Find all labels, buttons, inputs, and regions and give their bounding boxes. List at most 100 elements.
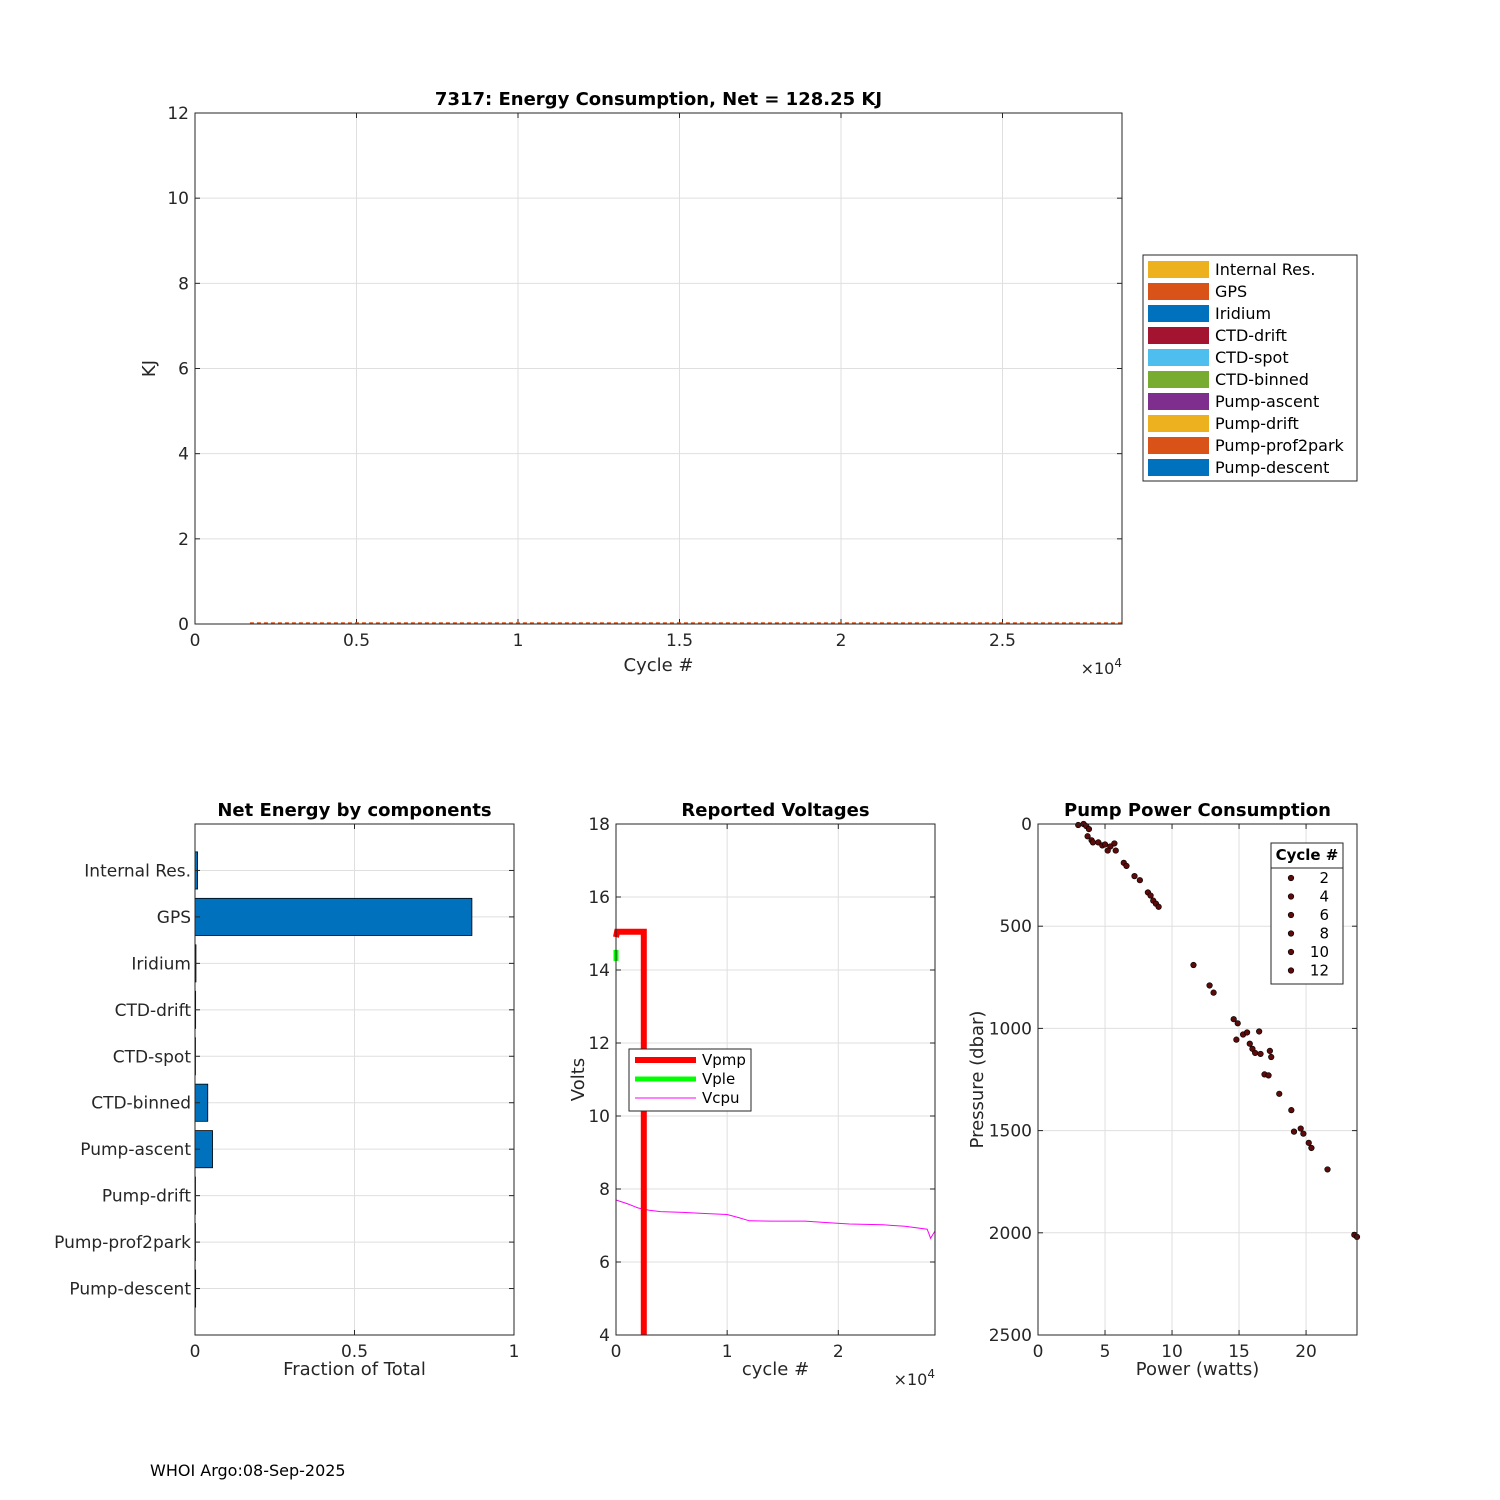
pump-y-tick-label: 0 bbox=[1021, 815, 1032, 835]
pump-point bbox=[1297, 1125, 1304, 1132]
pump-point bbox=[1095, 839, 1102, 846]
energy-legend-swatch bbox=[1148, 459, 1209, 476]
components-category-label: CTD-spot bbox=[113, 1047, 192, 1067]
pump-point bbox=[1131, 873, 1138, 880]
pump-y-tick-label: 500 bbox=[1000, 917, 1032, 937]
pump-legend-marker bbox=[1287, 874, 1295, 882]
energy-legend-label: Pump-prof2park bbox=[1215, 436, 1345, 455]
pump-point bbox=[1268, 1053, 1275, 1061]
voltages-legend-label: Vple bbox=[702, 1070, 735, 1088]
pump-axes-border bbox=[1037, 823, 1358, 1336]
pump-legend-label: 6 bbox=[1319, 906, 1329, 924]
components-category-label: Pump-prof2park bbox=[54, 1233, 191, 1253]
energy-legend-swatch bbox=[1148, 371, 1209, 388]
pump-point bbox=[1243, 1029, 1251, 1036]
voltages-axes-border bbox=[615, 823, 936, 1336]
pump-x-tick-label: 5 bbox=[1100, 1342, 1111, 1362]
pump-legend-title: Cycle # bbox=[1276, 846, 1339, 864]
components-category-label: Pump-descent bbox=[69, 1280, 191, 1300]
energy-y-tick-label: 8 bbox=[178, 274, 189, 294]
components-category-label: CTD-drift bbox=[115, 1001, 192, 1021]
pump-point bbox=[1266, 1047, 1273, 1054]
pump-legend-box bbox=[1270, 842, 1344, 985]
energy-legend-swatch bbox=[1148, 437, 1209, 454]
components-category-label: Iridium bbox=[131, 954, 191, 974]
energy-legend-swatch bbox=[1148, 327, 1209, 344]
energy-legend-swatch bbox=[1148, 283, 1209, 300]
energy-y-tick-label: 2 bbox=[178, 530, 189, 550]
energy-x-tick-label: 2.5 bbox=[989, 631, 1016, 651]
components-x-tick-label: 1 bbox=[509, 1342, 520, 1362]
energy-legend-label: Iridium bbox=[1215, 304, 1271, 323]
voltages-y-tick-label: 16 bbox=[588, 888, 610, 908]
pump-legend-label: 2 bbox=[1319, 869, 1329, 887]
voltages-y-tick-label: 6 bbox=[599, 1253, 610, 1273]
pump-legend-marker bbox=[1287, 911, 1295, 919]
energy-x-tick-label: 0.5 bbox=[343, 631, 370, 651]
pump-point bbox=[1075, 821, 1082, 829]
components-x-tick-label: 0.5 bbox=[341, 1342, 368, 1362]
energy-legend-swatch bbox=[1148, 415, 1209, 432]
pump-point bbox=[1234, 1020, 1241, 1027]
component-bar-gps bbox=[194, 897, 473, 936]
voltages-y-tick-label: 14 bbox=[588, 961, 610, 981]
energy-x-exponent: ×104 bbox=[1081, 656, 1122, 678]
pump-point bbox=[1085, 826, 1093, 833]
energy-legend-label: GPS bbox=[1215, 282, 1247, 301]
voltages-x-label: cycle # bbox=[742, 1359, 809, 1380]
voltages-y-tick-label: 12 bbox=[588, 1034, 610, 1054]
pump-point bbox=[1112, 847, 1119, 854]
energy-legend-label: CTD-drift bbox=[1215, 326, 1287, 345]
energy-legend-swatch bbox=[1148, 261, 1209, 278]
pump-point bbox=[1257, 1050, 1264, 1058]
pump-y-label: Pressure (dbar) bbox=[967, 1011, 988, 1149]
pump-point bbox=[1155, 903, 1162, 910]
voltage-line-vpmp bbox=[613, 928, 647, 1335]
energy-legend-label: Pump-ascent bbox=[1215, 392, 1319, 411]
energy-legend-label: Internal Res. bbox=[1215, 260, 1315, 279]
pump-point bbox=[1210, 989, 1217, 996]
energy-y-tick-label: 0 bbox=[178, 615, 189, 635]
energy-y-tick-label: 12 bbox=[167, 104, 189, 124]
voltages-title: Reported Voltages bbox=[681, 800, 869, 821]
pump-point bbox=[1206, 982, 1213, 989]
pump-legend-label: 12 bbox=[1310, 962, 1329, 980]
pump-legend-marker bbox=[1287, 893, 1295, 900]
voltages-x-exponent: ×104 bbox=[894, 1367, 935, 1389]
voltages-x-tick-label: 2 bbox=[833, 1342, 844, 1362]
voltages-x-tick-label: 0 bbox=[611, 1342, 622, 1362]
energy-x-tick-label: 1.5 bbox=[666, 631, 693, 651]
pump-point bbox=[1147, 892, 1154, 899]
pump-point bbox=[1252, 1049, 1259, 1057]
pump-y-tick-label: 1000 bbox=[989, 1019, 1032, 1039]
pump-x-tick-label: 10 bbox=[1161, 1342, 1183, 1362]
pump-point bbox=[1300, 1130, 1307, 1137]
footer-text: WHOI Argo:08-Sep-2025 bbox=[150, 1461, 346, 1480]
voltages-y-tick-label: 4 bbox=[599, 1326, 610, 1346]
pump-point bbox=[1324, 1166, 1331, 1173]
pump-y-tick-label: 2500 bbox=[989, 1326, 1032, 1346]
energy-y-tick-label: 6 bbox=[178, 360, 189, 380]
pump-y-tick-label: 1500 bbox=[989, 1122, 1032, 1142]
pump-point bbox=[1136, 877, 1143, 884]
voltage-line-vcpu bbox=[615, 1199, 936, 1240]
energy-axes: 0 0.5 1 1.5 2 2.5 0 2 4 6 8 10 12 7317: Energy Consum… bbox=[139, 89, 1358, 678]
pump-point bbox=[1276, 1090, 1283, 1097]
pump-point bbox=[1190, 961, 1197, 969]
energy-y-tick-label: 4 bbox=[178, 445, 189, 465]
energy-axes-border bbox=[194, 112, 1123, 625]
pump-x-tick-label: 20 bbox=[1295, 1342, 1317, 1362]
voltages-y-tick-label: 18 bbox=[588, 815, 610, 835]
pump-point bbox=[1084, 833, 1091, 840]
pump-legend-label: 8 bbox=[1319, 925, 1329, 943]
pump-point bbox=[1101, 841, 1109, 848]
energy-y-tick-label: 10 bbox=[167, 189, 189, 209]
pump-x-tick-label: 15 bbox=[1228, 1342, 1250, 1362]
energy-y-label: KJ bbox=[139, 360, 160, 377]
components-category-label: Pump-ascent bbox=[80, 1140, 191, 1160]
energy-legend-label: CTD-binned bbox=[1215, 370, 1309, 389]
voltages-y-tick-label: 8 bbox=[599, 1180, 610, 1200]
energy-legend-label: Pump-drift bbox=[1215, 414, 1299, 433]
